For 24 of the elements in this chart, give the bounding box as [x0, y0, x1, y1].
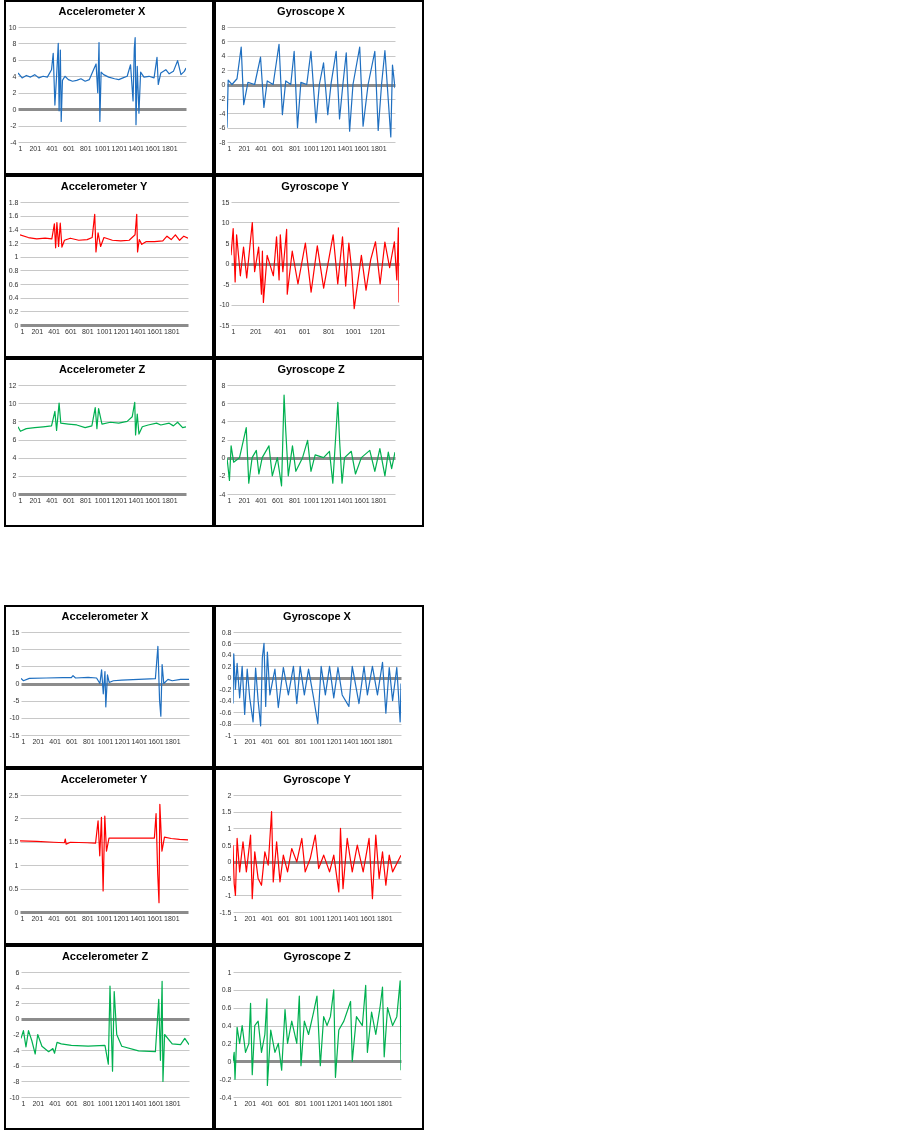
line-series	[233, 811, 401, 900]
chart-title: Gyroscope Z	[277, 363, 345, 375]
chart-title: Gyroscope X	[277, 5, 346, 17]
chart-title: Accelerometer Y	[60, 773, 148, 785]
chart-title: Gyroscope Z	[283, 950, 351, 962]
chart-title: Accelerometer Y	[60, 180, 148, 192]
chart-title: Accelerometer Z	[61, 950, 149, 962]
line-series	[18, 37, 186, 126]
line-series	[227, 43, 395, 138]
line-series	[227, 394, 395, 487]
chart-title: Accelerometer X	[61, 610, 150, 622]
line-series	[21, 980, 189, 1082]
chart-title: Gyroscope X	[283, 610, 352, 622]
line-series	[233, 642, 401, 727]
line-series	[20, 213, 188, 253]
line-series	[20, 803, 188, 904]
line-series	[18, 401, 186, 436]
chart-title: Gyroscope Y	[281, 180, 350, 192]
line-series	[233, 980, 401, 1086]
line-series	[231, 221, 399, 310]
line-series	[21, 645, 189, 717]
chart-title: Gyroscope Y	[283, 773, 352, 785]
chart-title: Accelerometer Z	[58, 363, 146, 375]
chart-title: Accelerometer X	[58, 5, 147, 17]
